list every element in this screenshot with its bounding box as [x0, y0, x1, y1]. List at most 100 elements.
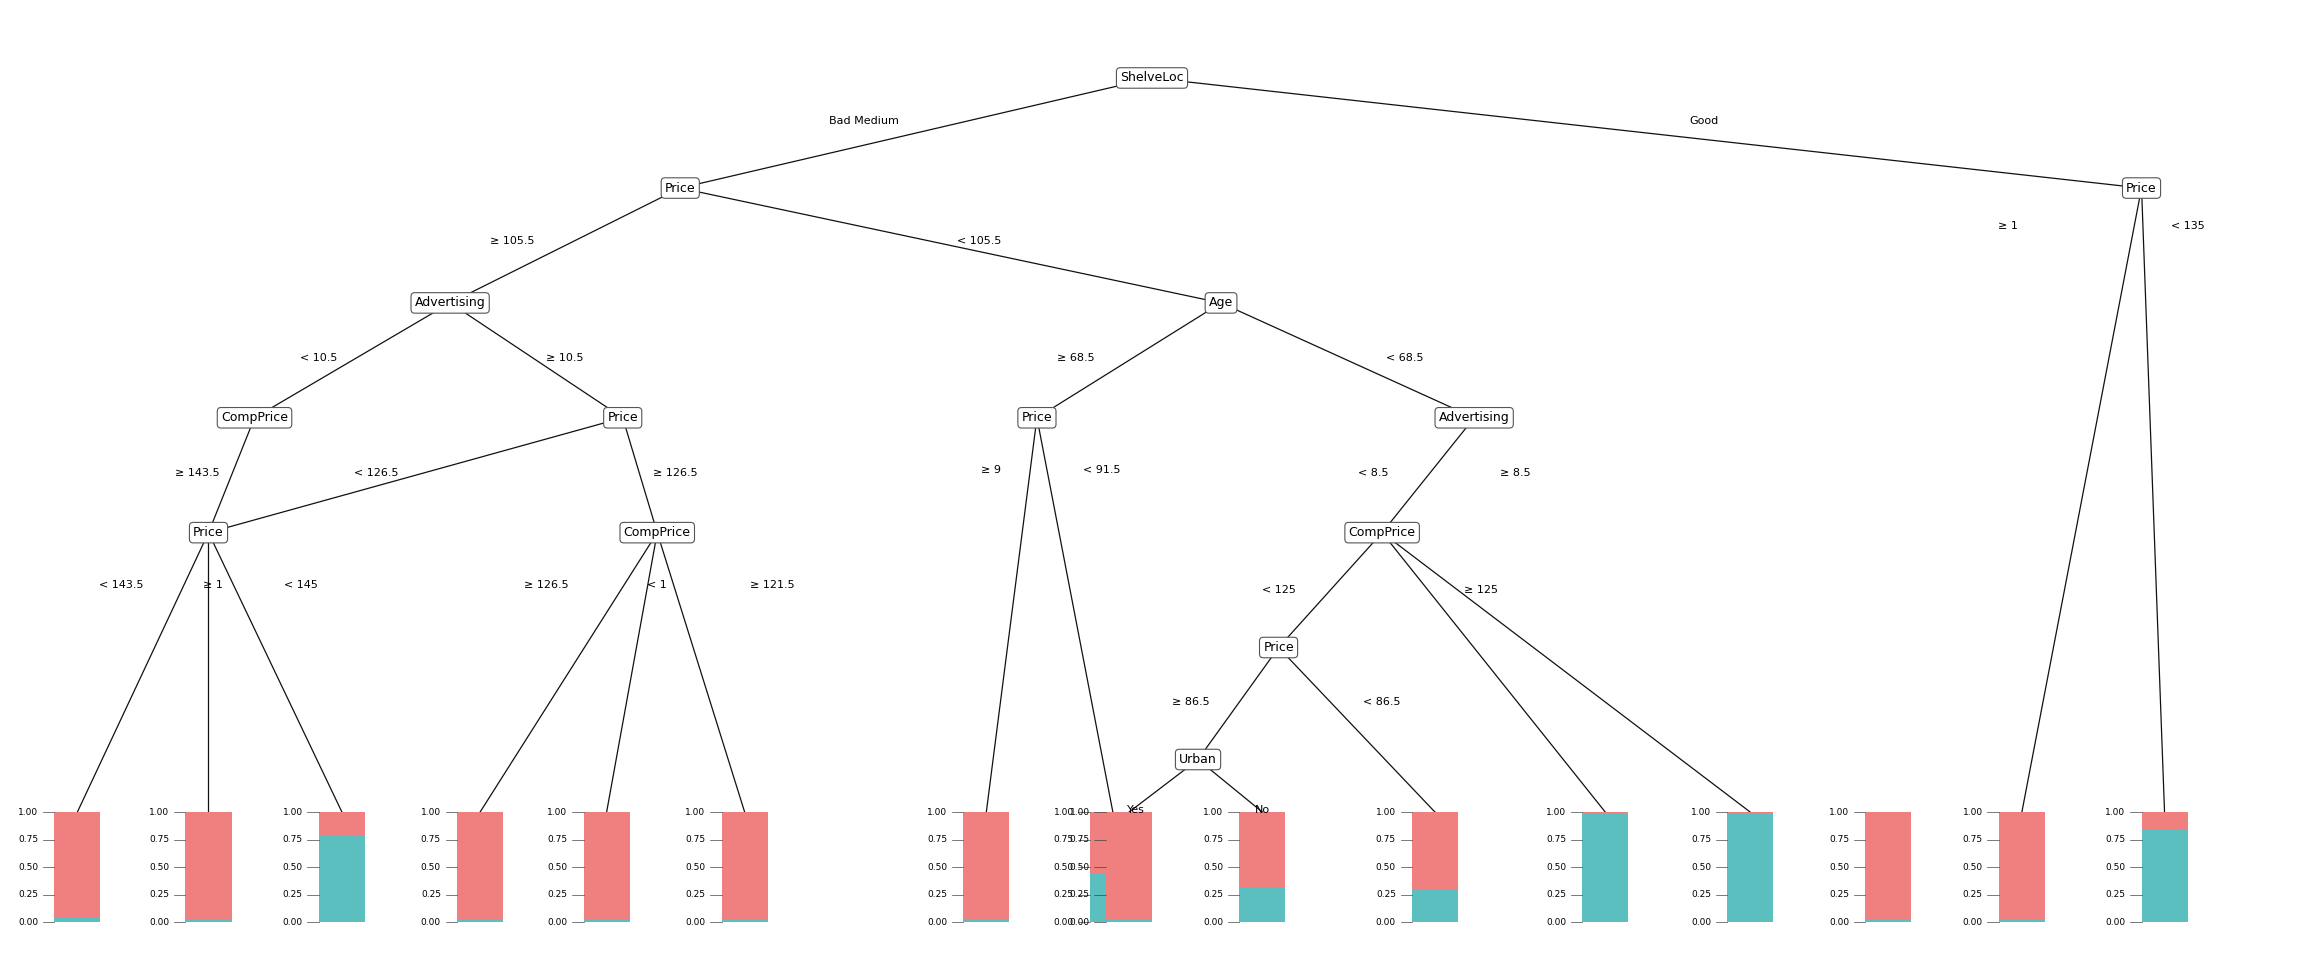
Bar	[1412, 889, 1458, 923]
Text: 0.50: 0.50	[150, 863, 170, 872]
Text: 0.25: 0.25	[1203, 890, 1223, 900]
Text: 0.25: 0.25	[926, 890, 947, 900]
Text: 0.75: 0.75	[1546, 835, 1567, 844]
Text: 0.25: 0.25	[1691, 890, 1712, 900]
Text: < 135: < 135	[2170, 222, 2205, 231]
Bar	[2140, 812, 2186, 828]
Text: 0.75: 0.75	[548, 835, 567, 844]
Text: 0.75: 0.75	[1963, 835, 1984, 844]
Text: 0.00: 0.00	[1203, 918, 1223, 926]
Text: 0.25: 0.25	[422, 890, 440, 900]
Bar	[963, 812, 1009, 923]
Bar	[2000, 812, 2046, 919]
Bar	[1106, 919, 1152, 923]
Bar	[318, 812, 364, 836]
Text: 1.00: 1.00	[18, 807, 39, 817]
Bar	[721, 919, 767, 923]
Text: < 8.5: < 8.5	[1357, 468, 1389, 478]
Text: 1.00: 1.00	[422, 807, 440, 817]
Text: 0.25: 0.25	[1546, 890, 1567, 900]
Text: Urban: Urban	[1180, 753, 1217, 766]
Text: Price: Price	[2127, 181, 2157, 195]
Text: 0.00: 0.00	[2106, 918, 2124, 926]
Text: ≥ 121.5: ≥ 121.5	[751, 580, 795, 590]
Text: 1.00: 1.00	[684, 807, 705, 817]
Text: 0.25: 0.25	[2106, 890, 2124, 900]
Text: 1.00: 1.00	[2106, 807, 2124, 817]
Text: 1.00: 1.00	[548, 807, 567, 817]
Text: 0.25: 0.25	[1053, 890, 1074, 900]
Text: 0.50: 0.50	[926, 863, 947, 872]
Bar	[1866, 812, 1912, 919]
Text: < 10.5: < 10.5	[300, 353, 339, 364]
Text: Advertising: Advertising	[1438, 411, 1509, 424]
Bar	[1412, 812, 1458, 923]
Bar	[1728, 812, 1774, 814]
Bar	[721, 812, 767, 919]
Text: Price: Price	[608, 411, 638, 424]
Text: Advertising: Advertising	[415, 297, 486, 309]
Text: 0.75: 0.75	[684, 835, 705, 844]
Text: 0.75: 0.75	[1203, 835, 1223, 844]
Bar	[1240, 887, 1286, 923]
Bar	[55, 917, 101, 923]
Bar	[963, 812, 1009, 919]
Text: 0.50: 0.50	[548, 863, 567, 872]
Bar	[55, 812, 101, 923]
Text: 0.00: 0.00	[1546, 918, 1567, 926]
Text: 0.50: 0.50	[2106, 863, 2124, 872]
Text: 0.00: 0.00	[926, 918, 947, 926]
Text: 0.75: 0.75	[1053, 835, 1074, 844]
Bar	[456, 919, 502, 923]
Text: 0.25: 0.25	[1375, 890, 1396, 900]
Text: 0.25: 0.25	[1069, 890, 1090, 900]
Text: 0.50: 0.50	[1546, 863, 1567, 872]
Text: 1.00: 1.00	[1963, 807, 1984, 817]
Text: < 105.5: < 105.5	[956, 236, 1002, 246]
Text: CompPrice: CompPrice	[1348, 526, 1415, 540]
Bar	[1583, 812, 1629, 923]
Text: 0.75: 0.75	[1375, 835, 1396, 844]
Bar	[721, 812, 767, 923]
Bar	[2000, 812, 2046, 923]
Text: 1.00: 1.00	[1829, 807, 1850, 817]
Text: 0.50: 0.50	[18, 863, 39, 872]
Text: 0.00: 0.00	[684, 918, 705, 926]
Text: ≥ 125: ≥ 125	[1463, 585, 1498, 595]
Bar	[187, 812, 230, 923]
Text: Price: Price	[194, 526, 223, 540]
Text: ≥ 86.5: ≥ 86.5	[1173, 697, 1210, 708]
Text: 0.50: 0.50	[1053, 863, 1074, 872]
Text: ≥ 10.5: ≥ 10.5	[546, 353, 583, 364]
Text: 1.00: 1.00	[283, 807, 302, 817]
Text: 0.75: 0.75	[422, 835, 440, 844]
Bar	[1728, 814, 1774, 923]
Bar	[2140, 812, 2186, 923]
Text: < 68.5: < 68.5	[1387, 353, 1424, 364]
Text: 0.00: 0.00	[1829, 918, 1850, 926]
Text: < 143.5: < 143.5	[99, 580, 143, 590]
Text: ShelveLoc: ShelveLoc	[1120, 71, 1184, 84]
Bar	[1866, 919, 1912, 923]
Text: < 126.5: < 126.5	[355, 468, 399, 478]
Text: 0.25: 0.25	[150, 890, 170, 900]
Bar	[1583, 814, 1629, 923]
Bar	[318, 836, 364, 923]
Text: < 86.5: < 86.5	[1364, 697, 1401, 708]
Bar	[55, 812, 101, 917]
Text: Price: Price	[1263, 641, 1295, 654]
Bar	[1240, 812, 1286, 887]
Text: 0.50: 0.50	[684, 863, 705, 872]
Text: < 91.5: < 91.5	[1083, 466, 1120, 475]
Text: ≥ 126.5: ≥ 126.5	[654, 468, 698, 478]
Text: Bad Medium: Bad Medium	[829, 116, 899, 126]
Text: ≥ 8.5: ≥ 8.5	[1500, 468, 1530, 478]
Bar	[583, 812, 629, 919]
Text: CompPrice: CompPrice	[624, 526, 691, 540]
Text: No: No	[1256, 805, 1270, 815]
Bar	[963, 919, 1009, 923]
Text: 0.00: 0.00	[1691, 918, 1712, 926]
Bar	[1090, 812, 1136, 873]
Bar	[456, 812, 502, 919]
Text: ≥ 143.5: ≥ 143.5	[175, 468, 219, 478]
